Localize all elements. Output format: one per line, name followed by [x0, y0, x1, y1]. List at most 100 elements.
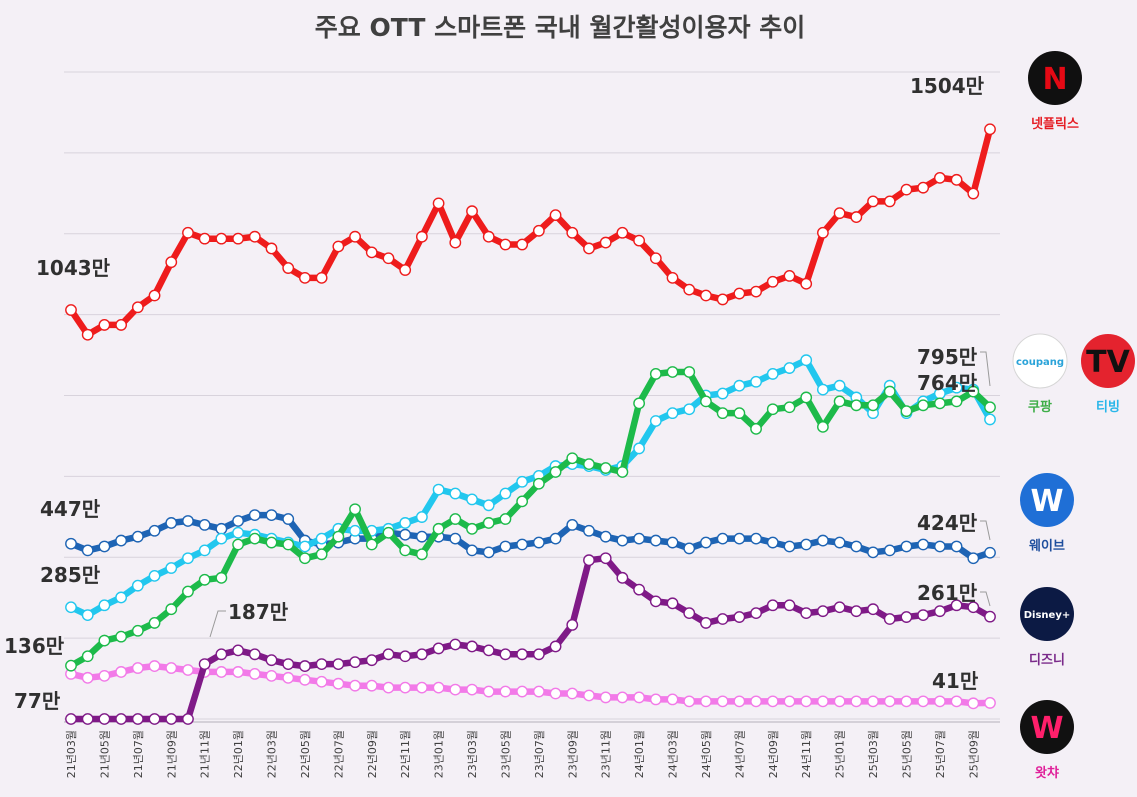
data-point — [232, 232, 244, 245]
data-point — [633, 532, 646, 545]
data-point — [549, 687, 562, 700]
data-point — [766, 403, 779, 416]
wavve-start-label: 447만 — [40, 497, 101, 521]
data-point — [532, 224, 545, 237]
data-point — [583, 458, 595, 471]
data-point — [583, 689, 595, 702]
data-point — [365, 246, 378, 259]
data-point — [766, 695, 779, 708]
label-leader-lines — [209, 351, 991, 638]
data-point — [867, 603, 879, 616]
data-point — [532, 536, 545, 549]
watcha-end-label: 41만 — [932, 669, 979, 693]
data-point — [165, 713, 178, 725]
data-point — [365, 654, 378, 667]
brand-티빙: TV 티빙 — [1081, 334, 1135, 415]
data-point — [984, 401, 996, 414]
data-point — [432, 642, 445, 655]
data-point — [232, 666, 244, 678]
data-point — [616, 466, 629, 478]
data-point — [933, 605, 946, 618]
data-point — [299, 271, 311, 284]
disney-end-label: 261만 — [917, 581, 978, 605]
x-tick-label: 25년07월 — [934, 730, 947, 778]
data-point — [482, 230, 495, 243]
data-point — [215, 648, 228, 661]
data-point — [700, 617, 712, 629]
data-point — [683, 607, 696, 620]
x-tick-label: 25년09월 — [967, 730, 980, 778]
x-tick-label: 22년11월 — [399, 730, 412, 778]
data-point — [81, 713, 94, 725]
data-point — [967, 697, 980, 710]
data-point — [700, 536, 712, 549]
data-point — [98, 599, 111, 612]
data-point — [666, 536, 679, 549]
data-point — [666, 693, 679, 706]
data-point — [315, 675, 328, 688]
data-point — [382, 526, 395, 539]
x-tick-label: 24년11월 — [800, 730, 813, 778]
data-point — [299, 540, 311, 553]
data-point — [466, 493, 478, 506]
data-point — [733, 379, 746, 392]
data-point — [817, 420, 829, 433]
data-point — [482, 546, 495, 559]
data-point — [215, 571, 228, 584]
data-point — [315, 532, 328, 545]
data-point — [466, 544, 478, 557]
data-point — [148, 660, 161, 672]
data-point — [666, 366, 679, 378]
data-point — [165, 562, 178, 574]
data-point — [165, 256, 178, 269]
data-point — [131, 530, 144, 543]
data-point — [817, 534, 829, 547]
brand-mark: coupang — [1016, 357, 1064, 368]
data-point — [65, 713, 77, 725]
data-point — [833, 379, 846, 392]
disney-start-leader — [209, 610, 226, 638]
data-point — [800, 538, 813, 551]
data-point — [332, 240, 345, 253]
data-point — [583, 524, 595, 537]
data-point — [182, 713, 194, 725]
data-point — [349, 679, 361, 692]
data-point — [482, 517, 495, 529]
brand-label: 넷플릭스 — [1031, 117, 1079, 132]
data-point — [733, 695, 746, 708]
data-point — [549, 466, 562, 478]
data-point — [516, 685, 529, 698]
x-tick-label: 21년07월 — [132, 730, 145, 778]
data-point — [766, 275, 779, 288]
brand-왓챠: W 왓챠 — [1020, 700, 1074, 781]
data-point — [98, 669, 111, 682]
series-디즈니 — [65, 552, 996, 725]
data-point — [817, 605, 829, 618]
data-point — [332, 658, 345, 671]
data-point — [649, 693, 662, 706]
data-point — [349, 656, 361, 669]
data-point — [115, 591, 128, 604]
data-point — [198, 658, 211, 671]
brand-logo-icon — [1020, 700, 1074, 754]
data-point — [616, 571, 629, 584]
data-point — [115, 713, 128, 725]
data-point — [415, 548, 428, 561]
data-point — [399, 544, 412, 557]
data-point — [800, 277, 813, 290]
data-point — [449, 236, 462, 249]
data-point — [833, 536, 846, 549]
brand-mark: W — [1030, 711, 1063, 746]
data-point — [432, 681, 445, 694]
data-point — [766, 536, 779, 549]
data-point — [984, 123, 996, 136]
x-tick-label: 24년07월 — [733, 730, 746, 778]
data-point — [115, 666, 128, 678]
data-point — [165, 662, 178, 674]
data-point — [532, 648, 545, 661]
data-point — [599, 236, 612, 249]
x-tick-label: 23년11월 — [600, 730, 613, 778]
data-point — [165, 603, 178, 616]
brand-넷플릭스: N 넷플릭스 — [1028, 51, 1082, 132]
